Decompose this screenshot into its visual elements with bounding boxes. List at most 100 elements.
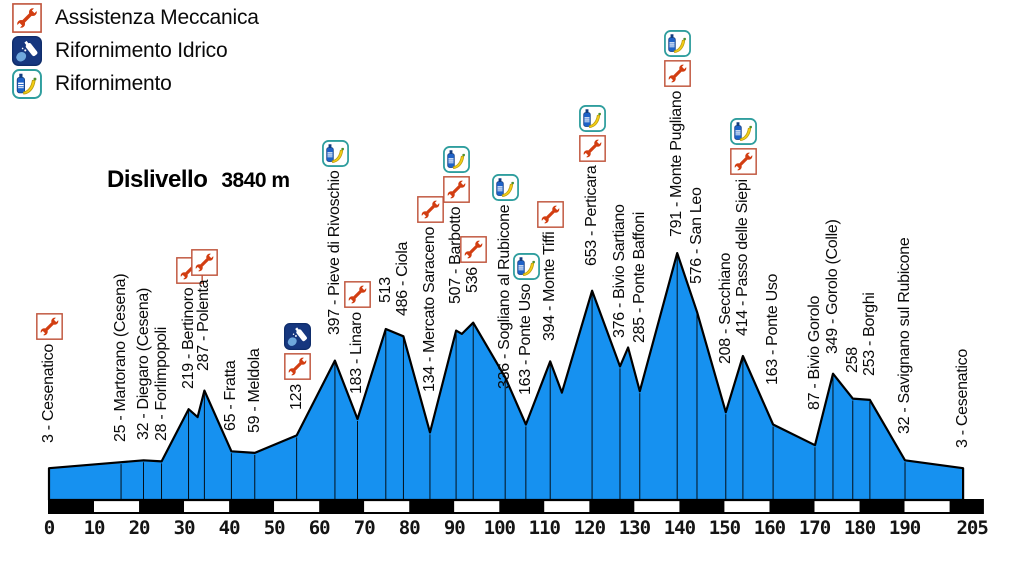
refreshment-icon — [664, 30, 692, 57]
refreshment-icon — [443, 145, 471, 173]
distance-bar-segment — [184, 500, 230, 513]
distance-bar-segment — [544, 500, 590, 513]
waypoint-label: 32 - Savignano sul Rubicone — [896, 237, 914, 435]
axis-tick-label: 190 — [888, 517, 921, 539]
refreshment-icon — [321, 139, 349, 167]
waypoint-label: 285 - Ponte Baffoni — [630, 212, 648, 344]
elevation-gain-value: 3840 m — [221, 169, 290, 192]
mechanical-assistance-icon — [579, 134, 606, 162]
axis-tick-label: 180 — [843, 517, 876, 539]
waypoint-label: 397 - Pieve di Rivoschio — [325, 170, 343, 335]
distance-bar-segment — [409, 500, 455, 513]
waypoint-label: 791 - Monte Pugliano — [668, 90, 686, 238]
waypoint-label: 486 - Ciola — [394, 242, 412, 317]
mechanical-assistance-icon — [730, 148, 757, 175]
waypoint-label: 32 - Diegaro (Cesena) — [134, 288, 152, 441]
mechanical-assistance-icon — [664, 60, 692, 87]
axis-tick-label: 20 — [128, 517, 151, 539]
waypoint-label: 536 — [464, 266, 482, 293]
mechanical-assistance-icon — [344, 281, 372, 308]
axis-tick-label: 160 — [753, 517, 786, 539]
mechanical-assistance-icon — [537, 201, 565, 229]
distance-bar-segment — [319, 500, 365, 513]
elevation-gain: Dislivello 3840 m — [107, 166, 290, 194]
mechanical-assistance-icon — [443, 175, 470, 203]
distance-bar-segment — [904, 500, 950, 513]
waypoint-label: 163 - Ponte Uso — [516, 283, 534, 395]
distance-bar-segment — [769, 500, 815, 513]
mechanical-assistance-icon — [36, 313, 63, 341]
elevation-profile-area — [47, 252, 965, 502]
waypoint-label: 183 - Linaro — [348, 312, 366, 395]
axis-tick-label: 80 — [398, 517, 421, 539]
distance-bar-segment — [634, 500, 680, 513]
water-refreshment-icon — [12, 35, 42, 66]
axis-tick-label: 150 — [708, 517, 741, 539]
refreshment-icon — [12, 68, 42, 99]
legend-item-mechanical: Assistenza Meccanica — [12, 2, 259, 33]
waypoint-label: 258 — [843, 346, 861, 373]
waypoint-label: 513 — [376, 277, 394, 303]
legend: Assistenza Meccanica Rifornimento Idrico… — [12, 2, 259, 101]
axis-tick-label: 0 — [43, 517, 55, 539]
axis-tick-label: 140 — [663, 517, 696, 539]
waypoint-label: 3 - Cesenatico — [40, 344, 57, 444]
waypoint-label: 336 - Sogliano al Rubicone — [496, 204, 514, 390]
waypoint-label: 349 - Gorolo (Colle) — [823, 219, 841, 354]
distance-bar-segment — [94, 500, 140, 513]
legend-label: Assistenza Meccanica — [55, 5, 259, 29]
waypoint-label: 208 - Secchiano — [716, 253, 734, 365]
refreshment-icon — [579, 104, 606, 132]
waypoint-label: 25 - Martorano (Cesena) — [112, 273, 130, 443]
distance-bar-segment — [499, 500, 545, 513]
waypoint-label: 123 — [287, 384, 305, 411]
mechanical-assistance-icon — [12, 2, 42, 33]
mechanical-assistance-icon — [460, 235, 488, 263]
waypoint-label: 163 - Ponte Uso — [764, 273, 782, 385]
axis-tick-label: 170 — [798, 517, 831, 539]
axis-tick-label: 70 — [353, 517, 376, 539]
waypoint-label: 576 - San Leo — [687, 187, 705, 284]
waypoint-label: 59 - Meldola — [245, 348, 263, 433]
legend-item-food: Rifornimento — [12, 68, 259, 99]
axis-tick-label: 90 — [443, 517, 466, 539]
axis-tick-label: 40 — [218, 517, 241, 539]
distance-bar-segment — [679, 500, 725, 513]
waypoint-label: 376 - Bivio Sartiano — [610, 204, 628, 339]
waypoint-label: 414 - Passo delle Siepi — [733, 179, 751, 336]
axis-tick-label: 100 — [483, 517, 516, 539]
refreshment-icon — [492, 174, 520, 202]
legend-label: Rifornimento — [55, 71, 172, 95]
mechanical-assistance-icon — [191, 248, 219, 276]
waypoint-label: 134 - Mercato Saraceno — [420, 227, 438, 393]
axis-tick-label: 110 — [528, 517, 561, 539]
water-refreshment-icon — [283, 323, 311, 351]
waypoint-label: 28 - Forlimpopoli — [152, 327, 170, 442]
legend-label: Rifornimento Idrico — [55, 38, 228, 62]
distance-bar-segment — [274, 500, 320, 513]
axis-tick-label: 50 — [263, 517, 286, 539]
distance-bar-segment — [139, 500, 185, 513]
distance-bar-segment — [49, 500, 95, 513]
waypoint-label: 87 - Bivio Gorolo — [805, 296, 823, 411]
elevation-gain-label: Dislivello — [107, 166, 208, 193]
mechanical-assistance-icon — [417, 196, 444, 224]
distance-bar-segment — [724, 500, 770, 513]
distance-bar-segment — [949, 500, 983, 513]
axis-tick-label: 205 — [956, 517, 988, 539]
distance-bar-segment — [589, 500, 635, 513]
axis-tick-label: 60 — [308, 517, 331, 539]
distance-bar-segment — [814, 500, 860, 513]
mechanical-assistance-icon — [283, 353, 311, 381]
axis-tick-label: 130 — [618, 517, 651, 539]
distance-bar-segment — [859, 500, 905, 513]
distance-bar-segment — [454, 500, 500, 513]
distance-bar-segment — [364, 500, 410, 513]
axis-tick-label: 120 — [573, 517, 606, 539]
waypoint-label: 653 - Perticara — [583, 165, 601, 266]
axis-tick-label: 30 — [173, 517, 196, 539]
axis-tick-label: 10 — [83, 517, 106, 539]
